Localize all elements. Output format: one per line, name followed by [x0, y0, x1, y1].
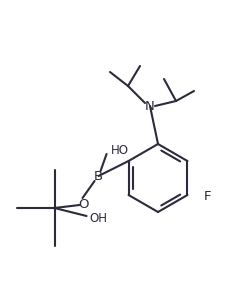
Text: OH: OH [90, 211, 108, 225]
Text: F: F [203, 191, 211, 203]
Text: B: B [94, 170, 103, 183]
Text: O: O [78, 198, 89, 211]
Text: HO: HO [111, 143, 128, 156]
Text: N: N [145, 99, 155, 113]
